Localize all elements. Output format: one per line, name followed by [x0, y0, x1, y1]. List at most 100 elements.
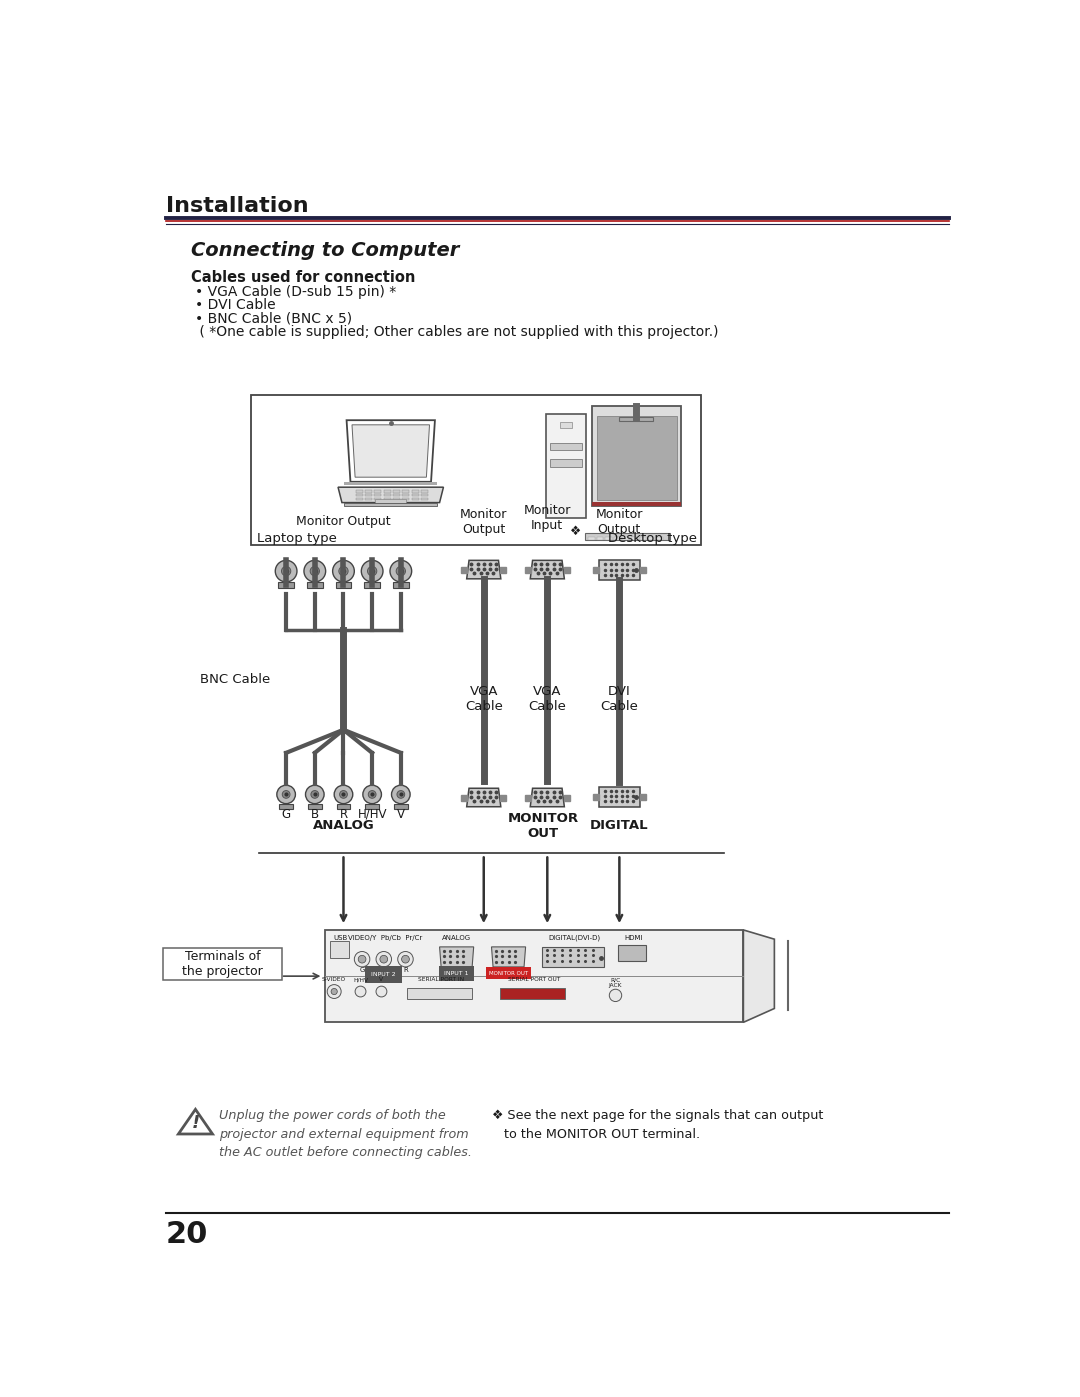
Text: R/C: R/C — [610, 978, 621, 982]
Text: !: ! — [191, 1115, 200, 1132]
FancyBboxPatch shape — [550, 443, 582, 450]
FancyBboxPatch shape — [606, 538, 611, 539]
Text: • BNC Cable (BNC x 5): • BNC Cable (BNC x 5) — [195, 312, 352, 326]
Text: VGA
Cable: VGA Cable — [464, 685, 502, 712]
FancyBboxPatch shape — [631, 538, 637, 539]
Polygon shape — [467, 788, 501, 806]
FancyBboxPatch shape — [345, 482, 437, 485]
Text: G: G — [360, 967, 365, 972]
Text: SERIAL PORT OUT: SERIAL PORT OUT — [508, 978, 561, 982]
Text: B: B — [381, 967, 387, 972]
Text: V: V — [396, 807, 405, 821]
FancyBboxPatch shape — [336, 583, 351, 588]
Polygon shape — [743, 930, 774, 1023]
FancyBboxPatch shape — [421, 490, 428, 493]
Text: 20: 20 — [166, 1220, 208, 1249]
Text: INPUT 2: INPUT 2 — [372, 972, 396, 977]
FancyBboxPatch shape — [356, 495, 363, 496]
FancyBboxPatch shape — [407, 989, 472, 999]
FancyBboxPatch shape — [618, 946, 646, 961]
Text: R: R — [403, 967, 408, 972]
Circle shape — [275, 560, 297, 583]
Text: INPUT 1: INPUT 1 — [444, 971, 469, 975]
FancyBboxPatch shape — [345, 503, 437, 507]
Text: ANALOG: ANALOG — [442, 935, 471, 940]
Text: Terminals of
the projector: Terminals of the projector — [183, 950, 262, 978]
FancyBboxPatch shape — [421, 495, 428, 496]
Polygon shape — [530, 560, 565, 578]
Circle shape — [276, 785, 296, 803]
Text: HDMI: HDMI — [624, 935, 643, 940]
FancyBboxPatch shape — [279, 583, 294, 588]
Circle shape — [390, 560, 411, 583]
Circle shape — [311, 791, 319, 798]
Text: BNC Cable: BNC Cable — [201, 673, 271, 686]
FancyBboxPatch shape — [411, 495, 419, 496]
Text: Installation: Installation — [166, 196, 309, 217]
Circle shape — [334, 785, 353, 803]
Circle shape — [397, 791, 405, 798]
Circle shape — [332, 989, 337, 995]
Circle shape — [282, 791, 291, 798]
Circle shape — [402, 956, 409, 963]
Text: DIGITAL: DIGITAL — [590, 820, 649, 833]
Polygon shape — [347, 420, 435, 482]
FancyBboxPatch shape — [375, 495, 381, 496]
Text: S-VIDEO: S-VIDEO — [322, 978, 347, 982]
Circle shape — [355, 986, 366, 997]
Text: VIDEO/Y  Pb/Cb  Pr/Cr: VIDEO/Y Pb/Cb Pr/Cr — [348, 935, 422, 940]
FancyBboxPatch shape — [279, 803, 293, 809]
FancyBboxPatch shape — [383, 497, 391, 500]
FancyBboxPatch shape — [356, 497, 363, 500]
Text: DVI
Cable: DVI Cable — [600, 685, 638, 712]
FancyBboxPatch shape — [592, 407, 681, 507]
FancyBboxPatch shape — [337, 803, 350, 809]
FancyBboxPatch shape — [619, 418, 653, 420]
FancyBboxPatch shape — [613, 538, 620, 539]
Text: ( *One cable is supplied; Other cables are not supplied with this projector.): ( *One cable is supplied; Other cables a… — [195, 324, 719, 338]
Polygon shape — [491, 947, 526, 967]
Circle shape — [303, 560, 326, 583]
FancyBboxPatch shape — [500, 989, 565, 999]
Circle shape — [397, 951, 414, 967]
Circle shape — [339, 791, 348, 798]
FancyBboxPatch shape — [411, 490, 419, 493]
Text: Monitor
Output: Monitor Output — [596, 509, 643, 536]
Text: DIGITAL(DVI-D): DIGITAL(DVI-D) — [549, 935, 600, 942]
FancyBboxPatch shape — [411, 497, 419, 500]
FancyBboxPatch shape — [592, 502, 681, 507]
Circle shape — [367, 567, 377, 576]
FancyBboxPatch shape — [648, 538, 654, 539]
Text: ANALOG: ANALOG — [312, 820, 375, 833]
Circle shape — [609, 989, 622, 1002]
Text: ❖: ❖ — [569, 525, 581, 538]
FancyBboxPatch shape — [622, 538, 629, 539]
Circle shape — [396, 567, 405, 576]
Text: • VGA Cable (D-sub 15 pin) *: • VGA Cable (D-sub 15 pin) * — [195, 285, 396, 299]
FancyBboxPatch shape — [545, 414, 586, 518]
FancyBboxPatch shape — [559, 422, 572, 427]
Text: • DVI Cable: • DVI Cable — [195, 299, 276, 313]
Circle shape — [376, 951, 392, 967]
FancyBboxPatch shape — [550, 460, 582, 467]
FancyBboxPatch shape — [597, 538, 603, 539]
FancyBboxPatch shape — [597, 415, 677, 500]
FancyBboxPatch shape — [307, 583, 323, 588]
Polygon shape — [530, 788, 565, 806]
FancyBboxPatch shape — [163, 947, 282, 979]
Circle shape — [306, 785, 324, 803]
Polygon shape — [338, 488, 444, 503]
FancyBboxPatch shape — [403, 497, 409, 500]
Circle shape — [310, 567, 320, 576]
FancyBboxPatch shape — [365, 803, 379, 809]
Text: MONITOR
OUT: MONITOR OUT — [508, 812, 579, 840]
Text: Cables used for connection: Cables used for connection — [191, 270, 415, 285]
Circle shape — [339, 567, 348, 576]
Text: ❖ See the next page for the signals that can output
   to the MONITOR OUT termin: ❖ See the next page for the signals that… — [491, 1109, 823, 1141]
FancyBboxPatch shape — [599, 560, 639, 580]
Polygon shape — [178, 1109, 213, 1134]
FancyBboxPatch shape — [393, 490, 400, 493]
FancyBboxPatch shape — [657, 538, 663, 539]
Text: VGA
Cable: VGA Cable — [528, 685, 566, 712]
Circle shape — [354, 951, 369, 967]
